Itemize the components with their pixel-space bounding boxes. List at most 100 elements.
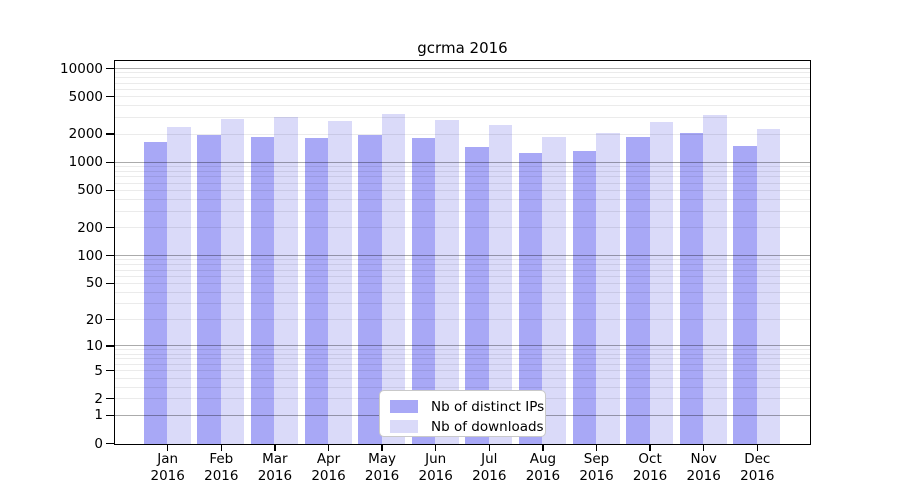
- y-tick-mark: [106, 189, 114, 192]
- chart-title: gcrma 2016: [417, 39, 508, 57]
- bar-nb-of-distinct-ips-dec: [733, 145, 757, 444]
- y-tick-label-20: 20: [85, 311, 103, 328]
- gridline-minor: [115, 363, 810, 365]
- x-tick-year: 2016: [686, 468, 721, 484]
- x-tick-mark: [435, 445, 437, 451]
- x-tick-month: May: [368, 451, 397, 467]
- gridline-major: [115, 255, 810, 257]
- y-tick-label-1: 1: [94, 407, 103, 424]
- bar-nb-of-downloads-jun: [435, 120, 459, 444]
- x-tick-mark: [595, 445, 598, 451]
- x-tick-month: Nov: [690, 451, 717, 467]
- x-tick-month: Mar: [262, 451, 288, 467]
- gridline-minor: [115, 291, 810, 293]
- x-tick-month: Feb: [209, 451, 234, 467]
- bar-nb-of-distinct-ips-may: [358, 135, 382, 444]
- gridline-minor: [115, 386, 810, 388]
- bar-nb-of-distinct-ips-jun: [411, 137, 436, 444]
- grid-layer: [115, 61, 810, 444]
- y-tick-label-500: 500: [77, 182, 103, 199]
- x-tick-month: Jan: [157, 451, 179, 467]
- bar-nb-of-distinct-ips-jul: [465, 147, 489, 444]
- gridline-minor: [115, 176, 810, 178]
- gridline-minor: [115, 166, 810, 167]
- x-tick-year: 2016: [364, 468, 400, 484]
- gridline-minor: [115, 227, 810, 229]
- bar-nb-of-downloads-jan: [167, 127, 191, 444]
- x-tick-mark: [756, 445, 758, 451]
- bar-nb-of-downloads-may: [381, 114, 406, 444]
- gridline-minor: [115, 319, 810, 321]
- gridline-minor: [115, 358, 810, 360]
- bar-nb-of-distinct-ips-mar: [250, 137, 275, 444]
- gridline-minor: [115, 105, 810, 107]
- x-tick-label-feb: Feb 2016: [189, 451, 253, 485]
- gridline-major: [115, 345, 810, 347]
- bar-nb-of-downloads-nov: [703, 115, 727, 444]
- legend-label-distinct-ips: Nb of distinct IPs: [431, 398, 545, 415]
- bar-nb-of-distinct-ips-oct: [626, 136, 650, 444]
- y-tick-mark: [106, 96, 114, 98]
- y-tick-mark: [106, 254, 114, 257]
- y-tick-label-100: 100: [77, 247, 103, 264]
- x-tick-mark: [542, 445, 544, 451]
- gridline-minor: [115, 96, 810, 98]
- x-tick-label-nov: Nov 2016: [672, 451, 736, 485]
- x-tick-year: 2016: [632, 468, 668, 484]
- gridline-minor: [115, 133, 810, 135]
- bar-nb-of-distinct-ips-nov: [679, 133, 704, 444]
- gridline-minor: [115, 377, 810, 379]
- gridline-minor: [115, 282, 810, 284]
- gridline-minor: [115, 117, 810, 118]
- gridline-minor: [115, 275, 810, 277]
- legend-item-distinct-ips: Nb of distinct IPs: [390, 398, 544, 415]
- x-tick-year: 2016: [472, 468, 507, 484]
- x-tick-year: 2016: [418, 468, 453, 484]
- bar-nb-of-distinct-ips-aug: [518, 153, 543, 444]
- y-tick-label-0: 0: [94, 435, 103, 452]
- x-tick-label-aug: Aug 2016: [511, 451, 575, 485]
- x-tick-month: Jul: [481, 451, 498, 467]
- bar-nb-of-distinct-ips-jan: [143, 141, 168, 444]
- gridline-major: [115, 161, 810, 163]
- gridline-minor: [115, 303, 810, 305]
- x-tick-month: Oct: [638, 451, 662, 467]
- y-tick-mark: [106, 133, 114, 135]
- bars-layer: [115, 61, 810, 444]
- y-tick-mark: [106, 398, 114, 400]
- gridline-minor: [115, 349, 810, 351]
- gridline-minor: [115, 264, 810, 266]
- bar-nb-of-downloads-aug: [542, 137, 566, 444]
- bar-nb-of-downloads-sep: [596, 133, 620, 444]
- bar-nb-of-downloads-feb: [220, 119, 245, 444]
- bar-nb-of-distinct-ips-feb: [197, 135, 221, 444]
- gridline-minor: [115, 82, 810, 84]
- x-tick-month: Sep: [583, 451, 610, 467]
- bar-nb-of-downloads-mar: [274, 117, 298, 444]
- gridline-minor: [115, 259, 810, 261]
- legend-swatch-distinct-ips-icon: [390, 400, 418, 413]
- y-tick-label-2000: 2000: [68, 126, 103, 142]
- gridline-major: [115, 68, 810, 69]
- x-tick-label-apr: Apr 2016: [297, 451, 361, 485]
- x-tick-label-mar: Mar 2016: [243, 451, 307, 485]
- y-tick-mark: [106, 318, 114, 321]
- x-tick-mark: [649, 445, 651, 451]
- y-tick-mark: [106, 414, 114, 416]
- plot-area: [114, 60, 811, 445]
- y-tick-label-10000: 10000: [60, 60, 103, 77]
- y-tick-mark: [106, 67, 114, 70]
- x-tick-mark: [327, 445, 330, 451]
- x-tick-mark: [274, 445, 276, 451]
- legend-item-downloads: Nb of downloads: [390, 418, 544, 435]
- gridline-minor: [115, 88, 810, 90]
- bar-nb-of-distinct-ips-apr: [304, 138, 328, 444]
- x-tick-year: 2016: [150, 468, 185, 484]
- gridline-minor: [115, 189, 810, 191]
- x-tick-label-may: May 2016: [350, 451, 414, 485]
- y-tick-label-2: 2: [94, 390, 103, 407]
- gridline-minor: [115, 370, 810, 372]
- x-tick-label-jul: Jul 2016: [457, 451, 521, 485]
- x-tick-mark: [167, 445, 169, 451]
- x-tick-year: 2016: [740, 468, 775, 484]
